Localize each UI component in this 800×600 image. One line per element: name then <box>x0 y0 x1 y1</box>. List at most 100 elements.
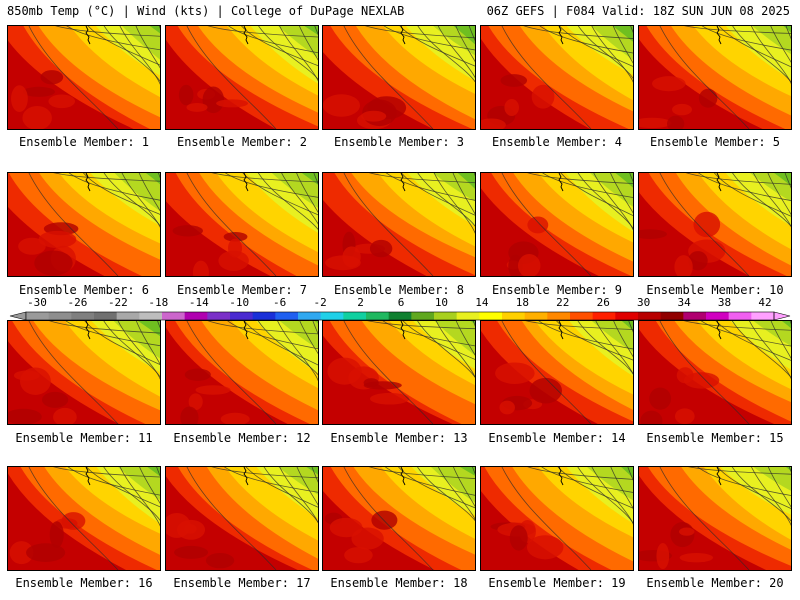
warm-blotch <box>216 99 249 108</box>
ensemble-member-caption: Ensemble Member: 17 <box>173 576 311 590</box>
ensemble-member-caption: Ensemble Member: 18 <box>330 576 468 590</box>
colorbar-segment <box>547 312 571 320</box>
ensemble-map-panel <box>7 172 161 277</box>
colorbar-tick-label: 26 <box>596 296 610 309</box>
contour-line <box>437 467 475 521</box>
contour-line <box>417 321 475 378</box>
warm-blotch <box>639 229 667 239</box>
contour-line <box>751 467 791 527</box>
warm-blotch <box>218 250 249 271</box>
contour-line <box>245 467 318 508</box>
colorbar-segment <box>343 312 367 320</box>
colorbar-segment <box>207 312 231 320</box>
ensemble-member-caption: Ensemble Member: 11 <box>15 431 153 445</box>
warm-blotch <box>223 231 248 242</box>
contour-line <box>433 173 475 235</box>
warm-blotch <box>192 260 209 276</box>
ensemble-map-panel <box>480 25 634 130</box>
ensemble-map-panel <box>322 25 476 130</box>
temperature-field-map <box>323 467 475 570</box>
contour-line <box>593 173 633 231</box>
colorbar-segment <box>411 312 435 320</box>
warm-blotch <box>188 393 203 410</box>
colorbar-tick-label: 42 <box>758 296 772 309</box>
colorbar-tick-label: 34 <box>677 296 691 309</box>
coastline <box>558 321 564 340</box>
contour-line <box>591 467 633 525</box>
coastline <box>243 173 249 192</box>
temperature-field-map <box>481 467 633 570</box>
colorbar-tick-label: 18 <box>515 296 529 309</box>
temperature-band <box>481 490 579 570</box>
warm-blotch <box>342 246 361 268</box>
contour-line <box>364 26 475 39</box>
warm-blotch <box>186 102 208 112</box>
contour-line <box>258 173 318 230</box>
ensemble-member-caption: Ensemble Member: 12 <box>173 431 311 445</box>
contour-line <box>557 467 633 509</box>
colorbar-right-arrow <box>773 311 791 321</box>
temperature-field-map <box>323 321 475 424</box>
contour-line <box>211 467 318 479</box>
warm-blotch <box>178 84 194 106</box>
contour-line <box>343 467 434 570</box>
warm-blotch <box>34 250 73 276</box>
contour-line <box>103 467 160 522</box>
warm-blotch <box>8 408 42 424</box>
temperature-band <box>639 192 750 276</box>
contour-line <box>612 26 633 64</box>
contour-line <box>697 467 791 496</box>
contour-line <box>103 26 160 83</box>
contour-line <box>401 173 475 216</box>
contour-line <box>767 467 791 508</box>
temperature-field-map <box>639 467 791 570</box>
contour-line <box>613 321 633 358</box>
colorbar-outline <box>25 311 775 321</box>
warm-blotch <box>674 255 693 276</box>
contour-line <box>559 26 633 67</box>
colorbar-segment <box>751 312 775 320</box>
warm-blotch <box>640 410 663 424</box>
coastline <box>85 467 91 486</box>
contour-line <box>241 26 318 67</box>
colorbar-segment <box>26 312 50 320</box>
colorbar-tick-label: -26 <box>67 296 88 309</box>
temperature-field-map <box>639 321 791 424</box>
warm-blotch <box>220 412 250 424</box>
ensemble-member-caption: Ensemble Member: 1 <box>18 135 150 149</box>
contour-line <box>135 321 160 365</box>
contour-line <box>455 26 475 63</box>
contour-line <box>68 173 160 201</box>
contour-line <box>228 26 318 54</box>
warm-blotch <box>180 406 199 424</box>
ensemble-map-panel <box>165 466 319 571</box>
colorbar-tick-label: -6 <box>273 296 287 309</box>
colorbar-segment <box>683 312 707 320</box>
warm-blotch <box>184 368 211 381</box>
warm-blotch <box>698 88 718 108</box>
colorbar-segment <box>388 312 412 320</box>
contour-line <box>717 467 791 510</box>
colorbar-segment <box>570 312 594 320</box>
contour-line <box>731 467 791 522</box>
temperature-field-map <box>481 173 633 276</box>
contour-line <box>749 321 791 380</box>
contour-line <box>296 467 318 506</box>
contour-line <box>119 26 160 86</box>
warm-blotch <box>176 519 206 540</box>
ensemble-member-caption: Ensemble Member: 5 <box>649 135 781 149</box>
colorbar-segment <box>71 312 95 320</box>
ensemble-member-caption: Ensemble Member: 19 <box>488 576 626 590</box>
warm-blotch <box>688 251 708 271</box>
ensemble-member-caption: Ensemble Member: 10 <box>646 283 784 297</box>
colorbar-tick-label: 6 <box>397 296 405 309</box>
coastline <box>243 26 249 45</box>
warm-blotch <box>652 76 686 92</box>
contour-line <box>207 321 318 335</box>
warm-blotch <box>22 105 52 129</box>
colorbar-segment <box>456 312 480 320</box>
warm-blotch <box>11 85 28 113</box>
ensemble-member-caption: Ensemble Member: 20 <box>646 576 784 590</box>
contour-line <box>385 467 475 496</box>
coastline <box>400 26 406 45</box>
